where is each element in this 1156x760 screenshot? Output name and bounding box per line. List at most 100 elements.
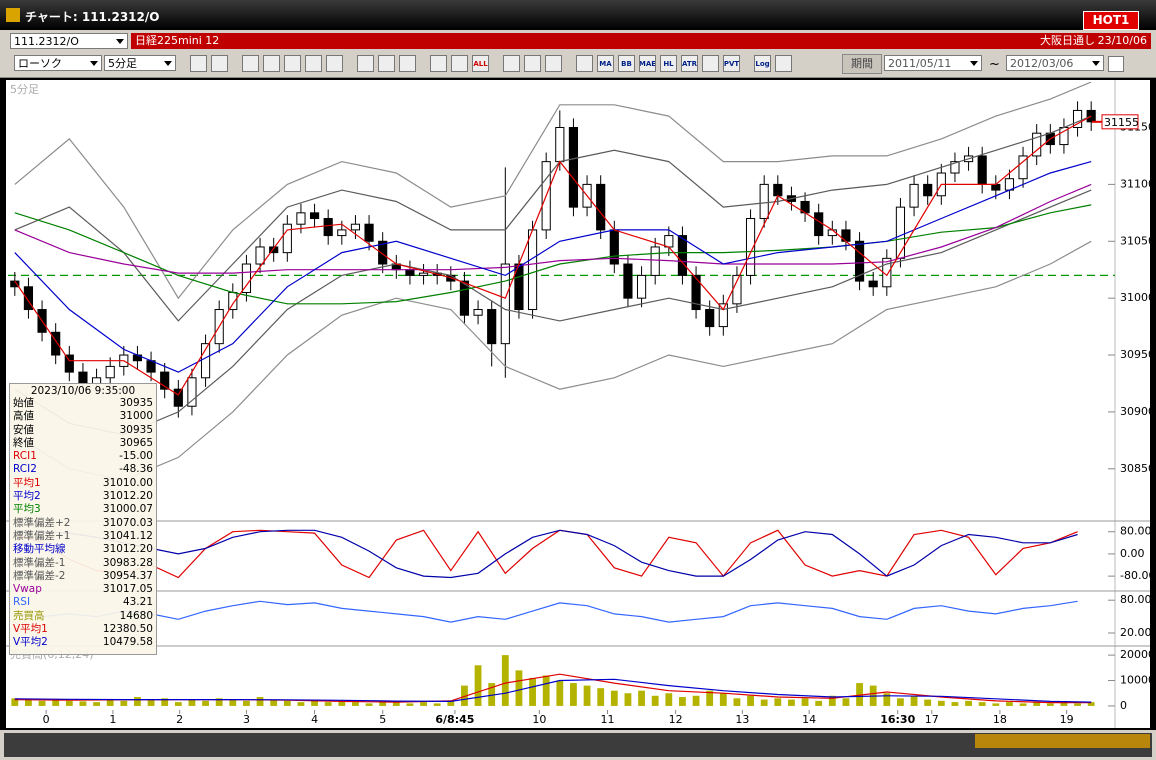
volume-bar	[610, 690, 618, 706]
x-tick-label: 1	[109, 713, 116, 726]
volume-bar	[692, 695, 700, 706]
tool-icon[interactable]	[357, 55, 374, 72]
candle-body	[650, 246, 660, 276]
date-from[interactable]: 2011/05/11	[884, 55, 982, 71]
scroll-thumb[interactable]	[975, 734, 1150, 748]
volume-bar	[910, 695, 918, 706]
candle-body	[854, 240, 865, 282]
volume-bar	[760, 699, 768, 706]
tool-icon[interactable]	[242, 55, 259, 72]
tool-icon[interactable]	[524, 55, 541, 72]
date-to[interactable]: 2012/03/06	[1006, 55, 1104, 71]
candle-body	[350, 223, 361, 231]
tool-icon[interactable]: MA	[597, 55, 614, 72]
candle-body	[1018, 155, 1028, 180]
volume-bar	[392, 702, 400, 706]
volume-bar	[174, 702, 182, 706]
candle-body	[378, 240, 388, 265]
volume-bar	[447, 700, 455, 706]
volume-bar	[11, 698, 19, 706]
tool-icon[interactable]	[263, 55, 280, 72]
info-row: V平均1 12380.50	[13, 623, 153, 636]
tool-icon[interactable]: BB	[618, 55, 635, 72]
indicator-line	[14, 204, 1092, 305]
candle-body	[950, 161, 960, 174]
info-value: -48.36	[119, 463, 153, 476]
tool-icon[interactable]	[545, 55, 562, 72]
volume-bar	[856, 683, 863, 706]
candle-body	[78, 371, 88, 384]
x-tick-label: 13	[735, 713, 749, 726]
info-label: 標準偏差+1	[13, 529, 71, 542]
tool-icon[interactable]	[399, 55, 416, 72]
tool-icon[interactable]: Log	[754, 55, 771, 72]
candle-body	[868, 280, 878, 288]
candle-body	[636, 274, 647, 299]
tool-icon[interactable]	[211, 55, 228, 72]
tool-icon[interactable]	[378, 55, 395, 72]
info-value: 31010.00	[102, 476, 153, 489]
indicator-line	[14, 189, 1092, 436]
tool-icon[interactable]: ALL	[472, 55, 489, 72]
instrument-name: 日経225mini 12	[135, 34, 220, 47]
x-tick-label: 18	[993, 713, 1007, 726]
info-label: Vwap	[13, 583, 42, 596]
x-tick-label: 17	[925, 713, 939, 726]
x-tick-label: 3	[243, 713, 250, 726]
y-tick-label: 30900	[1120, 405, 1155, 418]
tool-icon[interactable]: HL	[660, 55, 677, 72]
volume-bar	[747, 695, 754, 706]
candle-body	[51, 331, 61, 356]
tool-icon[interactable]: PVT	[723, 55, 740, 72]
info-label: V平均1	[13, 623, 48, 636]
candle-body	[596, 183, 606, 231]
candle-body	[23, 286, 34, 311]
volume-bar	[1019, 703, 1027, 706]
tool-icon[interactable]: MAE	[639, 55, 656, 72]
tool-icon[interactable]	[451, 55, 468, 72]
tool-icon[interactable]	[503, 55, 520, 72]
symbol-dropdown[interactable]: 111.2312/O	[10, 33, 128, 49]
candle-body	[323, 218, 333, 237]
tool-icon[interactable]	[305, 55, 322, 72]
tool-icon[interactable]	[190, 55, 207, 72]
volume-bar	[1033, 702, 1041, 706]
tool-icon[interactable]	[430, 55, 447, 72]
volume-bar	[815, 700, 823, 706]
window-title: チャート: 111.2312/O	[25, 10, 160, 24]
volume-bar	[406, 703, 414, 706]
candle-body	[691, 274, 701, 311]
info-label: 売買高	[13, 609, 45, 622]
volume-bar	[1074, 703, 1081, 706]
tool-icon[interactable]	[702, 55, 719, 72]
volume-bar	[570, 683, 577, 706]
interval-dropdown[interactable]: 5分足	[104, 55, 176, 71]
panel	[11, 655, 1095, 706]
instrument-bar: 日経225mini 12 大阪日通し 23/10/06	[131, 33, 1151, 49]
date-checkbox[interactable]	[1108, 56, 1124, 72]
tool-icon[interactable]: ATR	[681, 55, 698, 72]
tool-icon[interactable]	[284, 55, 301, 72]
tool-icon[interactable]	[775, 55, 792, 72]
info-value: 31012.20	[102, 490, 153, 503]
scrollbar[interactable]	[4, 733, 1152, 757]
chart-style-dropdown[interactable]: ローソク	[14, 55, 102, 71]
candle-body	[895, 206, 906, 259]
info-label: RCI1	[13, 450, 37, 463]
volume-bar	[788, 699, 795, 706]
info-value: 31070.03	[102, 516, 153, 529]
tool-icon[interactable]	[576, 55, 593, 72]
info-row: 標準偏差+1 31041.12	[13, 530, 153, 543]
info-box: 2023/10/06 9:35:00 始値 30935 高値 31000 安値 30935…	[9, 383, 157, 655]
y-tick-label: 0	[1120, 699, 1127, 712]
volume-bar	[828, 695, 836, 706]
volume-bar	[420, 702, 427, 706]
period-button[interactable]: 期間	[842, 54, 882, 74]
info-row: RCI2 -48.36	[13, 463, 153, 476]
hot-button[interactable]: HOT1	[1083, 11, 1139, 30]
volume-bar	[338, 700, 346, 706]
candle-body	[500, 263, 510, 345]
info-value: 31041.12	[102, 529, 153, 542]
tool-icon[interactable]	[326, 55, 343, 72]
